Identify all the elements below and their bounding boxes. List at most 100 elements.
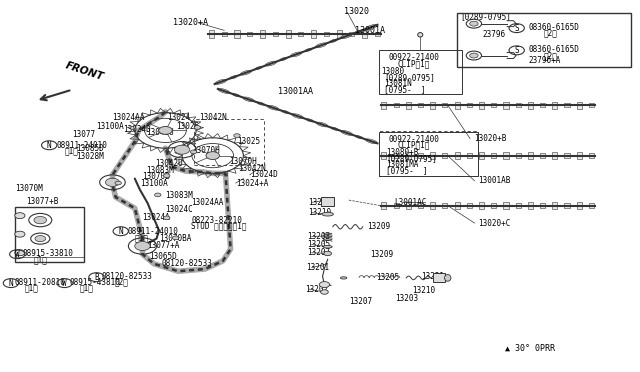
Text: 13085D: 13085D [76, 144, 104, 153]
Text: 13100A: 13100A [140, 179, 168, 187]
Text: 13083M: 13083M [147, 166, 174, 175]
Ellipse shape [291, 52, 301, 57]
Bar [15, 207, 84, 262]
Bar [442, 103, 447, 108]
Text: 13020+A: 13020+A [173, 19, 208, 28]
Text: 08223-82210: 08223-82210 [191, 216, 242, 225]
Text: 08911-24010: 08911-24010 [127, 227, 178, 237]
Bar [577, 152, 582, 159]
Text: CLIP（1）: CLIP（1） [398, 59, 430, 68]
Text: 13065D: 13065D [149, 252, 177, 261]
Circle shape [190, 150, 196, 154]
Text: 08915-33810: 08915-33810 [22, 249, 74, 258]
Text: 00922-21400: 00922-21400 [389, 52, 440, 61]
Text: 13201: 13201 [306, 263, 329, 272]
Bar [379, 50, 462, 94]
Ellipse shape [340, 277, 347, 279]
Bar [381, 152, 387, 159]
Bar [273, 32, 278, 36]
Ellipse shape [365, 25, 377, 29]
Bar [442, 153, 447, 158]
Circle shape [106, 178, 120, 186]
Bar [379, 131, 478, 176]
Ellipse shape [418, 33, 423, 37]
Text: STUD スタッド（1）: STUD スタッド（1） [191, 221, 246, 231]
Text: 13020: 13020 [344, 7, 369, 16]
Bar [516, 153, 521, 158]
Bar [516, 203, 521, 208]
Text: 13024AA: 13024AA [191, 198, 223, 207]
Text: N: N [8, 279, 13, 288]
Bar [260, 31, 265, 38]
Text: 13203: 13203 [396, 294, 419, 303]
Ellipse shape [280, 57, 287, 61]
Bar [540, 103, 545, 108]
Text: 13028M: 13028M [76, 152, 104, 161]
Text: [0795-  ]: [0795- ] [387, 166, 428, 175]
Text: 13205: 13205 [307, 240, 330, 249]
Text: 13209: 13209 [367, 222, 390, 231]
Text: 13024D: 13024D [250, 170, 278, 179]
Text: 13024AA: 13024AA [113, 113, 145, 122]
Text: 13210: 13210 [308, 208, 332, 217]
Circle shape [319, 282, 330, 288]
Bar [467, 203, 472, 208]
Ellipse shape [323, 246, 332, 248]
Text: 13070M: 13070M [15, 185, 42, 193]
Bar [479, 202, 484, 209]
Bar [418, 203, 423, 208]
Ellipse shape [243, 97, 254, 102]
Text: 13020+C: 13020+C [478, 219, 511, 228]
Bar [337, 31, 342, 38]
Ellipse shape [331, 127, 338, 130]
Bar [394, 103, 399, 108]
Bar [394, 153, 399, 158]
Text: 13203: 13203 [307, 232, 330, 241]
Ellipse shape [317, 122, 328, 127]
Text: [0795-  ]: [0795- ] [384, 85, 426, 94]
Text: ▲ 30° 0PRR: ▲ 30° 0PRR [505, 344, 555, 353]
Circle shape [115, 181, 122, 185]
Text: 00922-21400: 00922-21400 [389, 135, 440, 144]
Text: 13024D: 13024D [124, 125, 151, 134]
Bar [577, 202, 582, 209]
Text: 08911-24010: 08911-24010 [57, 141, 108, 150]
Circle shape [164, 216, 170, 220]
Text: 13024A: 13024A [143, 214, 170, 222]
Circle shape [206, 152, 220, 160]
Text: 13231: 13231 [308, 198, 332, 207]
Text: 13210: 13210 [412, 286, 435, 295]
Bar [324, 32, 329, 36]
Circle shape [194, 126, 200, 129]
Text: （2）: （2） [115, 278, 128, 287]
Ellipse shape [340, 34, 352, 39]
Ellipse shape [215, 79, 227, 84]
Circle shape [35, 235, 45, 242]
Bar [552, 102, 557, 109]
Text: N: N [47, 141, 52, 150]
Text: 08360-6165D: 08360-6165D [528, 23, 579, 32]
Ellipse shape [241, 70, 252, 75]
Bar [247, 32, 252, 36]
Bar [285, 31, 291, 38]
Bar [321, 197, 334, 206]
Bar [379, 132, 477, 176]
Bar [540, 153, 545, 158]
Text: B: B [94, 273, 99, 282]
Text: 13205: 13205 [376, 273, 399, 282]
Circle shape [15, 231, 25, 237]
Text: （1）: （1） [135, 233, 148, 243]
Bar [381, 202, 387, 209]
Ellipse shape [306, 119, 314, 122]
Circle shape [164, 174, 170, 177]
Circle shape [135, 241, 150, 250]
Circle shape [155, 193, 161, 197]
Text: [0289-0795]: [0289-0795] [461, 13, 511, 22]
Text: 13077+B: 13077+B [26, 197, 59, 206]
Text: 13024: 13024 [167, 113, 190, 122]
Bar [454, 102, 460, 109]
Ellipse shape [292, 114, 303, 119]
Text: （2）: （2） [543, 51, 557, 60]
Text: CLIP（1）: CLIP（1） [398, 141, 430, 150]
Bar [540, 203, 545, 208]
